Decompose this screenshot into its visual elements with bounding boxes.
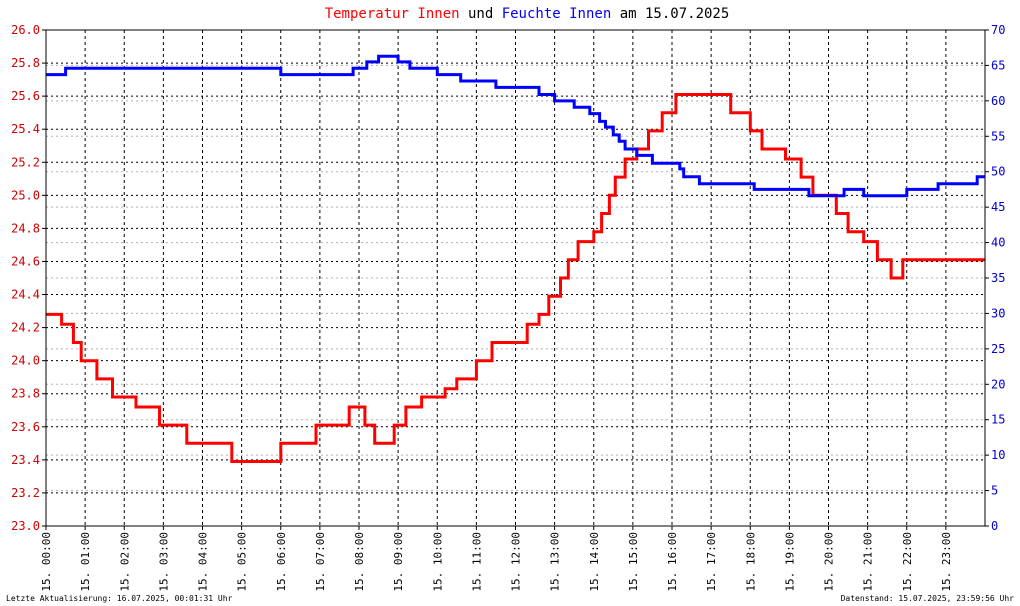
series-layer	[46, 54, 985, 463]
x-tick-label: 15. 00:00	[40, 532, 53, 592]
right-tick-label: 60	[991, 94, 1005, 108]
x-tick-label: 15. 08:00	[353, 532, 366, 592]
footer-data-status: Datenstand: 15.07.2025, 23:59:56 Uhr	[841, 594, 1015, 603]
x-tick-label: 15. 16:00	[666, 532, 679, 592]
right-tick-label: 0	[991, 519, 998, 533]
x-tick-label: 15. 12:00	[510, 532, 523, 592]
left-tick-label: 24.8	[11, 221, 40, 235]
x-tick-label: 15. 19:00	[783, 532, 796, 592]
x-tick-label: 15. 01:00	[79, 532, 92, 592]
x-tick-label: 15. 23:00	[940, 532, 953, 592]
x-tick-label: 15. 10:00	[431, 532, 444, 592]
x-tick-label: 15. 15:00	[627, 532, 640, 592]
x-tick-label: 15. 17:00	[705, 532, 718, 592]
left-tick-label: 25.2	[11, 155, 40, 169]
footer-last-update: Letzte Aktualisierung: 16.07.2025, 00:01…	[6, 594, 233, 603]
left-tick-label: 23.0	[11, 519, 40, 533]
left-tick-label: 24.4	[11, 288, 40, 302]
series-line-humidity	[46, 54, 985, 198]
title-connector: und	[460, 6, 502, 22]
left-tick-label: 25.0	[11, 188, 40, 202]
right-tick-label: 45	[991, 200, 1005, 214]
right-tick-label: 55	[991, 129, 1005, 143]
right-tick-label: 20	[991, 377, 1005, 391]
left-tick-label: 24.2	[11, 321, 40, 335]
title-humidity: Feuchte Innen	[502, 6, 612, 22]
right-tick-label: 30	[991, 306, 1005, 320]
x-tick-label: 15. 13:00	[549, 532, 562, 592]
x-tick-label: 15. 18:00	[744, 532, 757, 592]
x-tick-label: 15. 06:00	[275, 532, 288, 592]
x-tick-label: 15. 22:00	[901, 532, 914, 592]
left-tick-label: 23.8	[11, 387, 40, 401]
x-axis-ticks: 15. 00:00 15. 01:00 15. 02:00 15. 03:00 15. …	[40, 526, 953, 592]
x-tick-label: 15. 07:00	[314, 532, 327, 592]
x-tick-label: 15. 04:00	[197, 532, 210, 592]
x-tick-label: 15. 05:00	[236, 532, 249, 592]
left-tick-label: 23.4	[11, 453, 40, 467]
left-tick-label: 23.6	[11, 420, 40, 434]
left-tick-label: 24.6	[11, 254, 40, 268]
x-tick-label: 15. 09:00	[392, 532, 405, 592]
right-tick-label: 10	[991, 448, 1005, 462]
x-tick-label: 15. 02:00	[118, 532, 131, 592]
title-temperature: Temperatur Innen	[325, 6, 460, 22]
left-tick-label: 25.4	[11, 122, 40, 136]
left-tick-label: 24.0	[11, 354, 40, 368]
left-tick-label: 26.0	[11, 23, 40, 37]
right-tick-label: 65	[991, 58, 1005, 72]
right-tick-label: 35	[991, 271, 1005, 285]
left-tick-label: 25.6	[11, 89, 40, 103]
x-tick-label: 15. 21:00	[862, 532, 875, 592]
left-tick-label: 23.2	[11, 486, 40, 500]
right-tick-label: 25	[991, 342, 1005, 356]
series-line-temperature	[46, 93, 985, 463]
x-tick-label: 15. 03:00	[157, 532, 170, 592]
left-axis-ticks: 23.0 23.2 23.4 23.6 23.8 24.0 24.2 24.4 24.6 24.8…	[11, 23, 46, 533]
right-axis-ticks: 0 5 10 15 20 25 30 35 40 45 50 55 60 65 70	[985, 23, 1005, 533]
x-tick-label: 15. 11:00	[470, 532, 483, 592]
title-date: am 15.07.2025	[611, 6, 729, 22]
right-tick-label: 50	[991, 165, 1005, 179]
left-tick-label: 25.8	[11, 56, 40, 70]
right-tick-label: 5	[991, 484, 998, 498]
right-tick-label: 70	[991, 23, 1005, 37]
x-tick-label: 15. 20:00	[823, 532, 836, 592]
x-tick-label: 15. 14:00	[588, 532, 601, 592]
chart-title: Temperatur Innen und Feuchte Innen am 15…	[325, 6, 730, 22]
right-tick-label: 40	[991, 236, 1005, 250]
grid	[45, 29, 985, 527]
right-tick-label: 15	[991, 413, 1005, 427]
